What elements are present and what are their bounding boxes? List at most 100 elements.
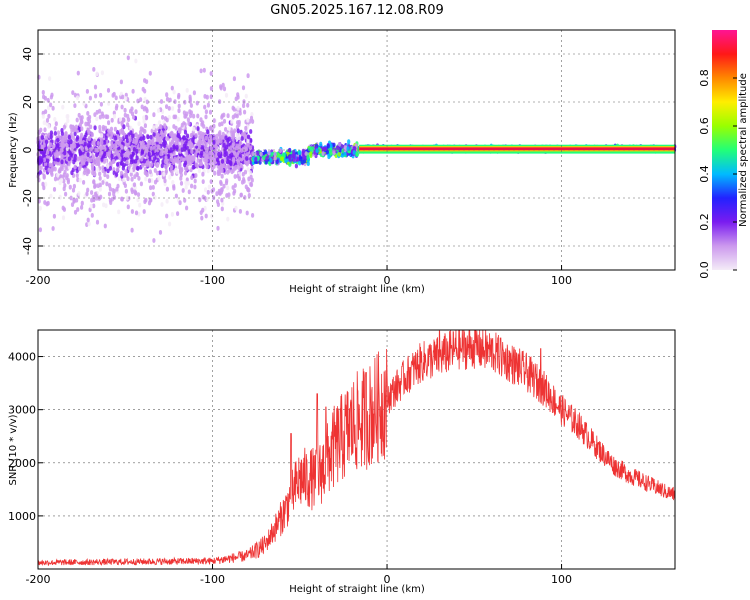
heatmap-cell <box>172 160 176 166</box>
heatmap-cell <box>149 146 153 151</box>
heatmap-cell <box>49 134 53 140</box>
heatmap-cell <box>62 207 66 212</box>
heatmap-cell <box>82 180 86 185</box>
heatmap-cell <box>220 187 224 193</box>
heatmap-cell <box>106 114 110 120</box>
heatmap-cell <box>292 149 296 155</box>
heatmap-cell <box>108 161 112 167</box>
heatmap-cell <box>222 183 226 189</box>
heatmap-cell <box>226 155 230 161</box>
heatmap-cell <box>332 149 336 155</box>
heatmap-cell <box>243 195 247 200</box>
heatmap-cell <box>178 200 182 206</box>
heatmap-cell <box>189 103 193 108</box>
heatmap-cell <box>124 96 128 101</box>
heatmap-cell <box>44 109 48 114</box>
heatmap-cell <box>352 150 356 155</box>
heatmap-cell <box>248 145 252 151</box>
heatmap-cell <box>152 238 156 243</box>
heatmap-cell <box>237 160 241 166</box>
heatmap-cell <box>141 86 145 92</box>
heatmap-cell <box>245 156 249 161</box>
colorbar-gradient <box>712 30 737 270</box>
heatmap-cell <box>115 103 119 109</box>
heatmap-cell <box>85 146 89 152</box>
heatmap-cell <box>147 178 152 184</box>
heatmap-cell <box>178 128 182 134</box>
heatmap-cell <box>153 168 157 173</box>
heatmap-cell <box>167 153 171 159</box>
heatmap-cell <box>142 129 146 134</box>
heatmap-cell <box>155 163 160 168</box>
heatmap-cell <box>246 73 250 79</box>
heatmap-cell <box>58 142 62 148</box>
heatmap-cell <box>186 155 190 161</box>
heatmap-cell <box>213 170 217 176</box>
heatmap-cell <box>158 230 163 235</box>
heatmap-cell <box>222 86 227 92</box>
heatmap-cell <box>148 169 152 175</box>
heatmap-cell <box>249 181 253 187</box>
heatmap-cell <box>60 127 64 133</box>
heatmap-cell <box>129 154 133 160</box>
heatmap-cell <box>329 147 333 153</box>
colorbar-label: Normalized spectral amplitude <box>738 73 749 227</box>
heatmap-cell <box>176 211 180 217</box>
heatmap-cell <box>220 121 224 127</box>
heatmap-cell <box>182 110 186 116</box>
heatmap-cell <box>224 135 228 141</box>
heatmap-cell <box>188 109 192 115</box>
heatmap-cell <box>44 135 48 141</box>
heatmap-cell <box>61 215 66 221</box>
heatmap-cell <box>165 92 169 98</box>
heatmap-cell <box>243 109 247 115</box>
heatmap-cell <box>187 189 191 195</box>
heatmap-cell <box>256 155 260 161</box>
heatmap-cell <box>299 156 303 162</box>
heatmap-cell <box>79 150 83 156</box>
heatmap-cell <box>212 140 216 145</box>
heatmap-ylabel: Frequency (Hz) <box>8 112 19 188</box>
heatmap-cell <box>47 167 51 173</box>
heatmap-cell <box>83 141 87 147</box>
heatmap-cell <box>190 158 194 164</box>
heatmap-cell <box>132 114 136 120</box>
heatmap-cell <box>89 203 93 209</box>
heatmap-cell <box>137 121 141 127</box>
heatmap-cell <box>180 122 184 128</box>
heatmap-cell <box>73 103 77 108</box>
heatmap-cell <box>104 135 108 141</box>
heatmap-cell <box>132 163 136 169</box>
heatmap-cell <box>120 144 124 150</box>
heatmap-cell <box>347 139 351 145</box>
heatmap-cell <box>123 183 127 189</box>
heatmap-cell <box>129 130 133 136</box>
heatmap-cell <box>83 153 87 159</box>
heatmap-cell <box>66 139 70 145</box>
heatmap-cell <box>38 205 42 211</box>
heatmap-cell <box>67 134 71 140</box>
heatmap-cell <box>40 135 44 140</box>
heatmap-cell <box>106 174 110 180</box>
heatmap-cell <box>69 195 73 201</box>
heatmap-cell <box>134 58 138 64</box>
heatmap-cell <box>180 147 184 153</box>
heatmap-cell <box>206 189 210 195</box>
heatmap-cell <box>244 184 248 190</box>
heatmap-cell <box>53 176 58 182</box>
heatmap-cell <box>337 142 341 147</box>
heatmap-cell <box>98 128 102 134</box>
heatmap-cell <box>98 114 102 120</box>
heatmap-cell <box>185 133 190 139</box>
heatmap-cell <box>76 70 80 76</box>
heatmap-cell <box>124 188 128 194</box>
heatmap-cell <box>190 142 194 148</box>
heatmap-cell <box>250 165 254 170</box>
heatmap-cell <box>93 125 97 131</box>
heatmap-cell <box>226 169 230 175</box>
heatmap-cell <box>191 137 195 143</box>
heatmap-cell <box>91 170 95 176</box>
heatmap-cell <box>226 185 230 191</box>
heatmap-cell <box>245 210 249 216</box>
